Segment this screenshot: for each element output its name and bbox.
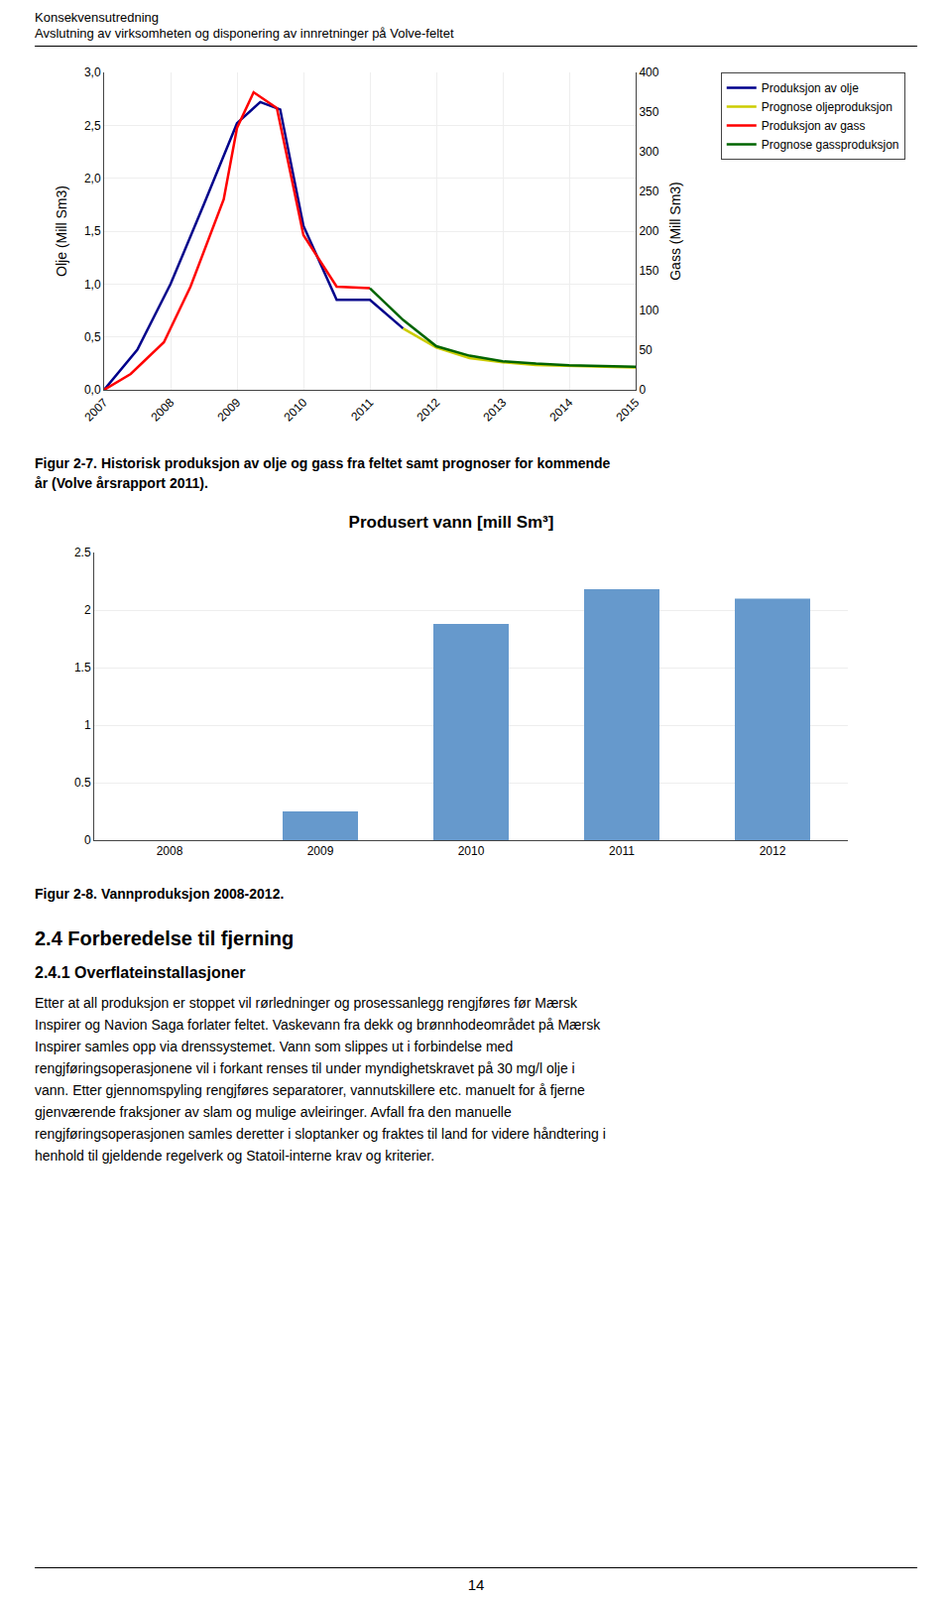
html-text:Etter at all produksjon er sto: Etter at all produksjon er stoppet vil r… xyxy=(34,994,578,1011)
svg-text:1.5: 1.5 xyxy=(74,660,92,675)
svg-text:0: 0 xyxy=(84,833,92,847)
svg-text:2013: 2013 xyxy=(480,395,510,425)
svg-text:300: 300 xyxy=(638,144,659,159)
svg-text:2014: 2014 xyxy=(547,395,577,425)
html-text:vann. Etter gjennomspyling ren: vann. Etter gjennomspyling rengjføres se… xyxy=(34,1081,585,1098)
svg-text:0.5: 0.5 xyxy=(74,775,92,790)
svg-text:2008: 2008 xyxy=(156,843,184,858)
svg-text:2011: 2011 xyxy=(608,843,635,858)
svg-text:0,0: 0,0 xyxy=(84,382,102,397)
svg-text:1,0: 1,0 xyxy=(84,277,102,292)
svg-text:200: 200 xyxy=(638,224,659,238)
html-text:gjenværende fraksjoner av slam: gjenværende fraksjoner av slam og mulige… xyxy=(34,1103,512,1120)
html-text:Inspirer samles opp via drenss: Inspirer samles opp via drenssystemet. V… xyxy=(34,1038,513,1055)
html-text:2.4 Forberedelse til fjerning: 2.4 Forberedelse til fjerning xyxy=(34,927,294,950)
svg-text:2012: 2012 xyxy=(414,395,444,425)
svg-text:100: 100 xyxy=(638,303,659,318)
svg-text:Olje (Mill Sm3): Olje (Mill Sm3) xyxy=(53,185,70,277)
svg-text:2009: 2009 xyxy=(215,395,244,425)
svg-text:2: 2 xyxy=(84,602,92,617)
svg-text:Prognose oljeproduksjon: Prognose oljeproduksjon xyxy=(761,100,893,115)
html-text:rengjføringsoperasjonene vil i: rengjføringsoperasjonene vil i forkant r… xyxy=(34,1060,575,1076)
html-text:Konsekvensutredning: Konsekvensutredning xyxy=(34,9,159,25)
svg-text:2015: 2015 xyxy=(613,395,643,425)
html-text:2.4.1 Overflateinstallasjoner: 2.4.1 Overflateinstallasjoner xyxy=(34,963,246,981)
svg-text:2009: 2009 xyxy=(307,843,335,858)
svg-text:2.5: 2.5 xyxy=(74,545,92,560)
svg-text:250: 250 xyxy=(638,184,659,199)
html-text:Avslutning av virksomheten og: Avslutning av virksomheten og disponerin… xyxy=(34,25,454,41)
html-text:rengjføringsoperasjonen samles: rengjføringsoperasjonen samles deretter … xyxy=(34,1125,606,1142)
svg-text:Prognose gassproduksjon: Prognose gassproduksjon xyxy=(761,137,900,152)
svg-text:0: 0 xyxy=(638,382,646,397)
svg-text:350: 350 xyxy=(638,105,659,119)
svg-text:2,5: 2,5 xyxy=(84,119,102,133)
svg-text:2008: 2008 xyxy=(148,395,178,425)
svg-text:150: 150 xyxy=(638,263,659,278)
svg-text:1: 1 xyxy=(84,717,92,732)
html-text:Figur 2-8. Vannproduksjon 2008: Figur 2-8. Vannproduksjon 2008-2012. xyxy=(34,885,284,902)
svg-text:2010: 2010 xyxy=(458,843,485,858)
svg-text:2012: 2012 xyxy=(759,843,787,858)
svg-text:Gass (Mill Sm3): Gass (Mill Sm3) xyxy=(667,181,684,281)
svg-text:2011: 2011 xyxy=(348,395,376,424)
html-text:henhold til gjeldende regelver: henhold til gjeldende regelverk og Stato… xyxy=(34,1147,435,1164)
html-text:Inspirer og Navion Saga forlat: Inspirer og Navion Saga forlater feltet.… xyxy=(34,1016,601,1033)
html-text:Figur 2-7. Historisk produksjo: Figur 2-7. Historisk produksjon av olje … xyxy=(34,455,611,472)
svg-text:0,5: 0,5 xyxy=(84,330,102,345)
svg-text:Produksjon av gass: Produksjon av gass xyxy=(761,119,866,133)
html-text:år (Volve årsrapport 2011).: år (Volve årsrapport 2011). xyxy=(34,475,209,491)
svg-text:Produsert vann [mill Sm³]: Produsert vann [mill Sm³] xyxy=(349,512,555,532)
svg-text:50: 50 xyxy=(638,343,653,357)
html-text:14: 14 xyxy=(467,1575,485,1593)
svg-text:400: 400 xyxy=(638,65,659,80)
svg-text:Produksjon av olje: Produksjon av olje xyxy=(761,81,859,96)
svg-text:1,5: 1,5 xyxy=(84,224,102,238)
svg-text:2007: 2007 xyxy=(82,395,112,425)
svg-text:2010: 2010 xyxy=(281,395,311,425)
svg-text:2,0: 2,0 xyxy=(84,171,102,186)
svg-text:3,0: 3,0 xyxy=(84,65,102,80)
